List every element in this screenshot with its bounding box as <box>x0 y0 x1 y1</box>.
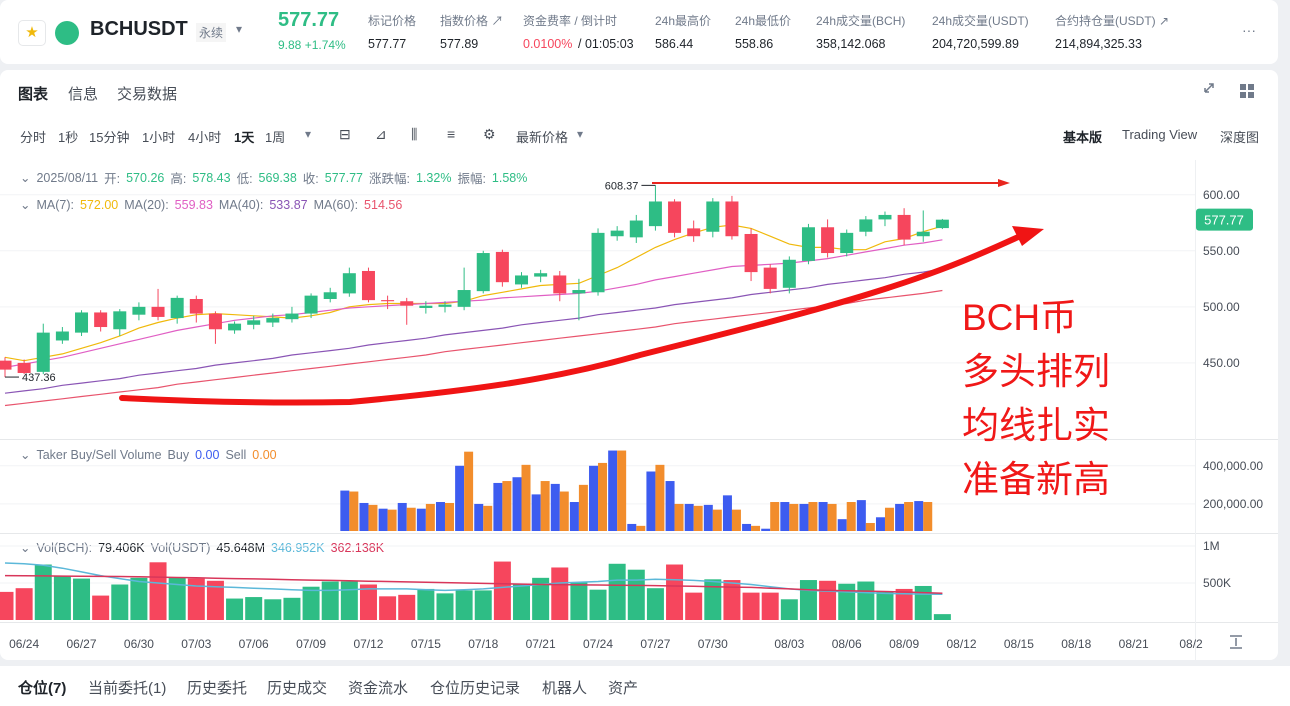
bottom-tab[interactable]: 仓位历史记录 <box>430 680 521 697</box>
legend-label: 收: <box>302 172 319 186</box>
legend-label: Buy <box>167 447 190 462</box>
price-change: 9.88 +1.74% <box>278 38 346 52</box>
legend-value: 79.406K <box>98 540 145 555</box>
bottom-tab[interactable]: 历史委托 <box>187 680 248 697</box>
price-type-dropdown[interactable]: ▾ <box>577 127 584 141</box>
legend-value: 569.38 <box>258 170 297 185</box>
legend-value: 572.00 <box>79 197 119 212</box>
symbol[interactable]: BCHUSDT <box>90 18 188 40</box>
ohlc-legend: ⌄ 2025/08/11 开: 570.26 高: 578.43 低: 569.38 收… <box>20 168 527 187</box>
legend-title: Vol(BCH): <box>36 540 93 555</box>
legend-value: 514.56 <box>364 197 403 212</box>
stat-value: 586.44 <box>655 37 694 51</box>
stat-label: 资金费率 / 倒计时 <box>523 14 618 28</box>
stat-label: 合约持仓量(USDT) ↗ <box>1055 14 1170 28</box>
legend-value: 45.648M <box>216 540 266 555</box>
stat-label: 24h成交量(USDT) <box>932 14 1029 28</box>
tool-icon[interactable]: ⫼ <box>411 126 418 142</box>
bottom-tab[interactable]: 资金流水 <box>348 680 409 697</box>
stat-label: 24h成交量(BCH) <box>816 14 906 28</box>
taker-legend: ⌄ Taker Buy/Sell Volume Buy 0.00 Sell 0.00 <box>20 447 277 463</box>
view[interactable]: Trading View <box>1122 127 1198 142</box>
view[interactable]: 基本版 <box>1063 130 1103 145</box>
favorite-star[interactable]: ★ <box>18 20 46 46</box>
stat-value: 0.0100% <box>523 37 573 51</box>
interval-dropdown[interactable]: ▾ <box>305 127 312 141</box>
stat-label: 标记价格 <box>368 14 417 28</box>
chart-card <box>0 70 1278 660</box>
legend-value: 362.138K <box>330 540 385 555</box>
legend-value: 578.43 <box>192 170 231 185</box>
coin-icon <box>55 21 79 45</box>
legend-value: 559.83 <box>174 197 213 212</box>
legend-value: 346.952K <box>271 540 325 555</box>
interval[interactable]: 15分钟 <box>89 130 130 145</box>
view[interactable]: 深度图 <box>1220 130 1260 145</box>
legend-label: MA(40): <box>218 197 264 212</box>
stat-value: 214,894,325.33 <box>1055 37 1142 51</box>
tool-icon[interactable]: ⊟ <box>339 126 351 142</box>
legend-value: 0.00 <box>252 447 277 462</box>
legend-label: MA(7): <box>36 197 74 212</box>
stat-value: 577.89 <box>440 37 479 51</box>
volume-legend: ⌄ Vol(BCH): 79.406K Vol(USDT) 45.648M 346.9… <box>20 540 385 556</box>
tab[interactable]: 图表 <box>18 86 49 103</box>
stat-value: 204,720,599.89 <box>932 37 1019 51</box>
bottom-card <box>0 666 1290 706</box>
interval[interactable]: 分时 <box>20 130 47 145</box>
last-price: 577.77 <box>278 9 340 31</box>
legend-date: 2025/08/11 <box>36 170 99 185</box>
legend-label: MA(20): <box>124 197 169 212</box>
legend-label: MA(60): <box>313 197 359 212</box>
legend-value: 577.77 <box>324 170 363 185</box>
symbol-dropdown[interactable]: ▾ <box>236 22 243 36</box>
ma-legend: ⌄ MA(7): 572.00 MA(20): 559.83 MA(40): 533.87 M… <box>20 197 403 213</box>
stat-value: / 01:05:03 <box>578 37 634 51</box>
contract-tag: 永续 <box>196 23 227 42</box>
legend-label: Vol(USDT) <box>150 540 211 555</box>
tool-icon[interactable]: ≡ <box>447 126 456 142</box>
stat-label: 24h最低价 <box>735 14 792 28</box>
stat-label: 24h最高价 <box>655 14 712 28</box>
tool-icon[interactable]: ⊿ <box>375 126 387 142</box>
legend-value: 1.58% <box>491 170 528 185</box>
stat-value: 577.77 <box>368 37 407 51</box>
interval[interactable]: 1天 <box>234 130 255 145</box>
interval[interactable]: 1周 <box>265 130 286 145</box>
legend-label: 低: <box>236 172 253 186</box>
bottom-tab[interactable]: 机器人 <box>542 680 588 697</box>
tool-icon[interactable]: ⚙ <box>483 126 496 142</box>
legend-label: 涨跌幅: <box>369 172 410 186</box>
stat-value: 558.86 <box>735 37 774 51</box>
legend-value: 533.87 <box>269 197 308 212</box>
bottom-tab[interactable]: 资产 <box>608 680 639 697</box>
interval[interactable]: 1小时 <box>142 130 176 145</box>
bottom-tab[interactable]: 历史成交 <box>267 680 328 697</box>
more[interactable]: ··· <box>1242 22 1256 38</box>
legend-label: 振幅: <box>457 172 486 186</box>
stat-label: 指数价格 ↗ <box>440 14 504 28</box>
interval[interactable]: 4小时 <box>188 130 222 145</box>
tab[interactable]: 交易数据 <box>117 86 178 103</box>
legend-title: Taker Buy/Sell Volume <box>36 447 162 462</box>
bottom-tab[interactable]: 当前委托(1) <box>88 680 167 697</box>
legend-label: 高: <box>170 172 187 186</box>
legend-label: 开: <box>104 172 121 186</box>
legend-label: Sell <box>225 447 247 462</box>
legend-value: 570.26 <box>126 170 165 185</box>
legend-value: 1.32% <box>415 170 452 185</box>
tab[interactable]: 信息 <box>68 86 99 103</box>
interval[interactable]: 1秒 <box>58 130 79 145</box>
legend-value: 0.00 <box>195 447 220 462</box>
stat-value: 358,142.068 <box>816 37 886 51</box>
bottom-tab[interactable]: 仓位(7) <box>18 680 67 697</box>
price-type[interactable]: 最新价格 <box>516 130 569 145</box>
ticker-card <box>0 0 1278 64</box>
